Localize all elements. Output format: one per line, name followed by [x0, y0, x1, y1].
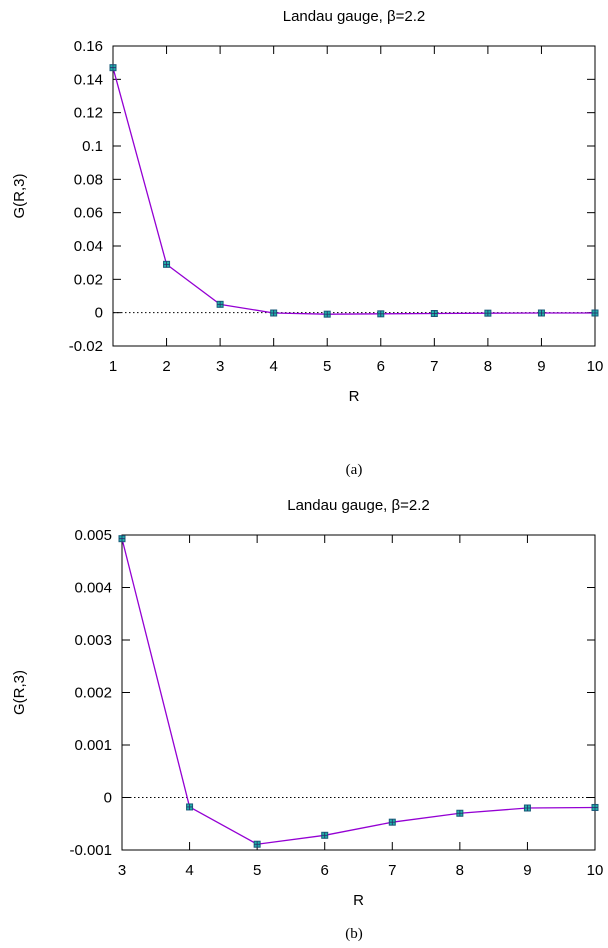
figure-caption: (b) [345, 926, 363, 942]
data-point [591, 803, 599, 811]
x-tick-label: 5 [323, 358, 331, 375]
x-tick-label: 9 [537, 358, 545, 375]
data-point [430, 310, 438, 317]
y-axis-label: G(R,3) [11, 173, 28, 218]
y-tick-label: 0 [95, 305, 103, 322]
y-tick-label: 0.1 [82, 138, 103, 155]
y-tick-label: 0.12 [74, 105, 103, 122]
plot-frame [121, 534, 596, 851]
x-axis-label: R [353, 892, 364, 909]
x-tick-label: 8 [484, 358, 492, 375]
chart-panel-a [109, 45, 599, 347]
x-axis-label: R [349, 388, 360, 405]
data-point [109, 64, 117, 72]
chart-title: Landau gauge, β=2.2 [287, 497, 430, 514]
data-point [118, 535, 126, 543]
data-point [456, 809, 464, 817]
x-tick-label: 5 [253, 862, 261, 879]
chart-panel-b [118, 534, 599, 851]
x-tick-label: 6 [321, 862, 329, 879]
data-point [216, 300, 224, 308]
y-tick-label: 0.08 [74, 171, 103, 188]
data-point [537, 309, 545, 317]
series-line [112, 67, 595, 315]
data-point [186, 803, 194, 811]
plot-frame [112, 45, 596, 347]
y-tick-label: 0.003 [74, 632, 112, 649]
x-tick-label: 7 [388, 862, 396, 879]
x-tick-label: 3 [118, 862, 126, 879]
y-tick-label: -0.001 [69, 842, 112, 859]
chart-title: Landau gauge, β=2.2 [283, 8, 426, 25]
y-tick-label: 0.04 [74, 238, 103, 255]
y-tick-label: 0.14 [74, 71, 103, 88]
y-axis-label: G(R,3) [11, 670, 28, 715]
x-tick-label: 1 [109, 358, 117, 375]
y-tick-label: -0.02 [69, 338, 103, 355]
x-tick-label: 3 [216, 358, 224, 375]
x-tick-label: 7 [430, 358, 438, 375]
figure-caption: (a) [346, 462, 363, 478]
y-tick-label: 0 [104, 790, 112, 807]
y-tick-label: 0.005 [74, 527, 112, 544]
y-tick-label: 0.06 [74, 205, 103, 222]
x-tick-label: 6 [377, 358, 385, 375]
x-tick-label: 8 [456, 862, 464, 879]
data-point [523, 804, 531, 812]
data-point [323, 310, 331, 318]
x-tick-label: 4 [185, 862, 193, 879]
data-point [484, 309, 492, 317]
data-point [591, 309, 599, 317]
x-tick-label: 2 [162, 358, 170, 375]
data-point [388, 818, 396, 826]
x-tick-label: 4 [269, 358, 277, 375]
y-tick-label: 0.001 [74, 737, 112, 754]
x-tick-label: 10 [587, 862, 604, 879]
data-point [163, 260, 171, 268]
x-tick-label: 10 [587, 358, 604, 375]
data-point [253, 840, 261, 848]
y-tick-label: 0.004 [74, 580, 112, 597]
data-point [270, 309, 278, 317]
y-tick-label: 0.002 [74, 685, 112, 702]
data-point [377, 310, 385, 318]
series-line [121, 538, 596, 845]
x-tick-label: 9 [523, 862, 531, 879]
y-tick-label: 0.02 [74, 271, 103, 288]
y-tick-label: 0.16 [74, 38, 103, 55]
data-point [321, 831, 329, 839]
